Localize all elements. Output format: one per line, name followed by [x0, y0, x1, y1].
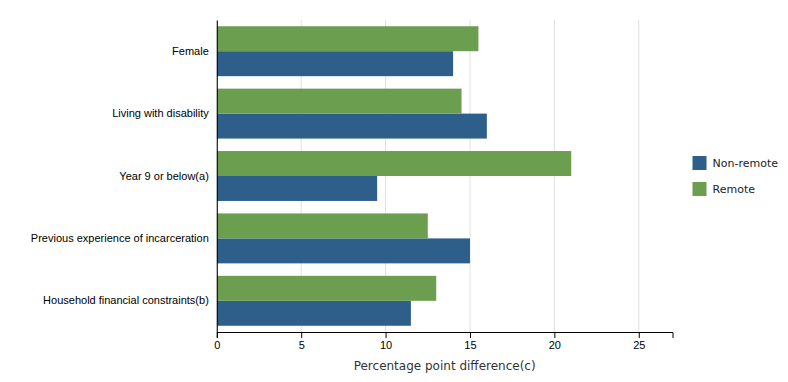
y-tick-label: Previous experience of incarceration [31, 232, 209, 244]
legend-item: Remote [693, 182, 756, 196]
x-tick-mark [554, 332, 555, 338]
legend-label: Non-remote [713, 157, 779, 170]
x-tick: 10 [380, 332, 392, 351]
x-tick: 25 [633, 332, 645, 351]
x-tick: 0 [214, 332, 220, 351]
grid [217, 20, 639, 332]
bar [217, 176, 377, 201]
x-tick-label: 5 [299, 339, 305, 351]
x-axis-title: Percentage point difference(c) [354, 359, 536, 373]
y-tick-label: Year 9 or below(a) [119, 170, 208, 182]
y-tick: Living with disability [112, 107, 209, 119]
x-tick-mark [470, 332, 471, 338]
x-axis: 0 5 10 15 20 25 [214, 332, 673, 351]
y-tick: Household financial constraints(b) [43, 294, 209, 306]
legend-label: Remote [713, 183, 756, 196]
bar [217, 151, 571, 176]
bar [217, 26, 479, 51]
legend-swatch [693, 182, 707, 196]
y-tick: Previous experience of incarceration [31, 232, 209, 244]
bars [217, 26, 571, 326]
x-tick-mark [301, 332, 302, 338]
x-tick-label: 10 [380, 339, 392, 351]
x-tick-label: 0 [214, 339, 220, 351]
y-tick-label: Living with disability [112, 107, 209, 119]
x-tick-label: 15 [464, 339, 476, 351]
bar [217, 51, 453, 76]
legend: Non-remote Remote [693, 156, 779, 196]
y-tick: Year 9 or below(a) [119, 170, 208, 182]
x-tick: 15 [464, 332, 476, 351]
y-axis-line [217, 21, 218, 333]
y-axis: Female Living with disability Year 9 or be… [31, 21, 217, 333]
x-axis-line [217, 333, 673, 339]
x-tick-mark [386, 332, 387, 338]
bar [217, 238, 470, 263]
x-tick-mark [639, 332, 640, 338]
bar-series [217, 26, 571, 301]
bar [217, 301, 411, 326]
y-tick: Female [172, 45, 209, 57]
bar [217, 276, 436, 301]
plot: 0 5 10 15 20 25 Female Living with disability Ye… [31, 20, 673, 351]
bar-series [217, 51, 487, 326]
x-tick: 5 [299, 332, 305, 351]
legend-swatch [693, 156, 707, 170]
grid-line [216, 20, 217, 332]
y-tick-label: Household financial constraints(b) [43, 294, 209, 306]
chart: 0 5 10 15 20 25 Female Living with disability Ye… [0, 0, 788, 382]
legend-item: Non-remote [693, 156, 779, 170]
bar [217, 114, 487, 139]
bar [217, 89, 462, 114]
bar [217, 213, 428, 238]
grid-line [638, 20, 639, 332]
y-tick-label: Female [172, 45, 209, 57]
x-tick-label: 20 [549, 339, 561, 351]
x-tick: 20 [549, 332, 561, 351]
x-tick-label: 25 [633, 339, 645, 351]
x-tick-mark [217, 332, 218, 338]
